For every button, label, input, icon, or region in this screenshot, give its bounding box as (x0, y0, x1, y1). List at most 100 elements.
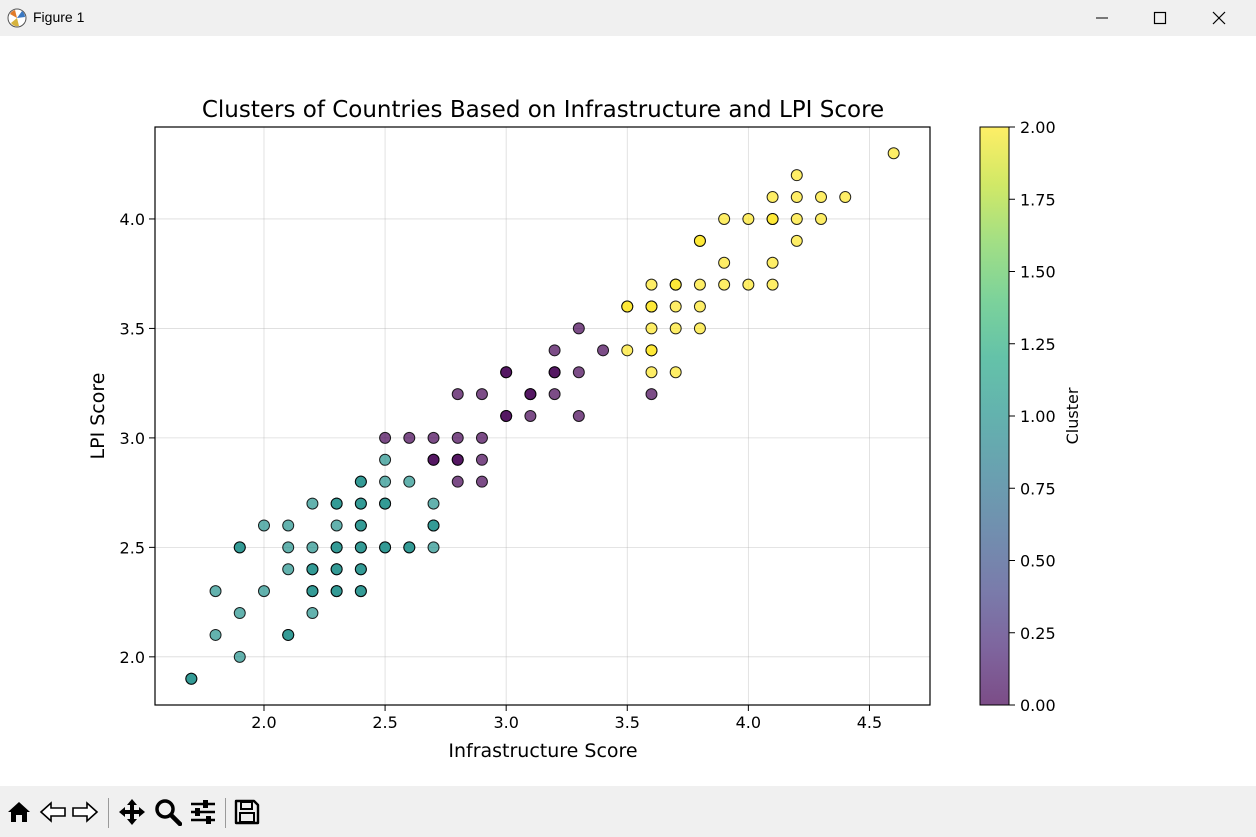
pan-icon (119, 799, 145, 825)
scatter-point (839, 191, 852, 204)
forward-button[interactable] (69, 796, 101, 828)
home-button[interactable] (3, 796, 35, 828)
scatter-point (354, 541, 367, 554)
maximize-button[interactable] (1131, 0, 1189, 36)
scatter-point (790, 191, 803, 204)
colorbar-tick-label: 1.75 (1020, 190, 1056, 209)
x-tick-label: 3.5 (615, 713, 640, 732)
close-button[interactable] (1190, 0, 1248, 36)
y-tick-label: 4.0 (120, 210, 145, 229)
matplotlib-icon (7, 8, 27, 28)
scatter-point (354, 585, 367, 598)
scatter-point (379, 475, 392, 488)
colorbar-tick-label: 1.25 (1020, 335, 1056, 354)
scatter-point (330, 563, 343, 576)
scatter-point (693, 322, 706, 335)
scatter-point (379, 497, 392, 510)
scatter-point (790, 212, 803, 225)
minimize-icon (1096, 17, 1108, 19)
scatter-point (282, 519, 295, 532)
scatter-point (524, 410, 537, 422)
data-points (185, 147, 900, 685)
y-axis-label: LPI Score (87, 373, 109, 460)
pan-button[interactable] (116, 796, 148, 828)
scatter-point (451, 453, 464, 466)
scatter-point (427, 453, 440, 466)
chart-title: Clusters of Countries Based on Infrastru… (202, 97, 884, 123)
window-title: Figure 1 (33, 9, 85, 25)
y-tick-label: 2.5 (120, 538, 145, 557)
scatter-point (209, 585, 222, 598)
scatter-point (766, 256, 779, 269)
toolbar-separator (108, 798, 109, 828)
scatter-point (306, 563, 319, 576)
colorbar (979, 126, 1010, 706)
scatter-point (209, 628, 222, 641)
minimize-button[interactable] (1073, 0, 1131, 36)
colorbar-tick-label: 1.00 (1020, 407, 1056, 426)
scatter-point (282, 563, 295, 576)
scatter-point (693, 234, 706, 247)
forward-icon (72, 801, 99, 823)
y-tick-label: 2.0 (120, 648, 145, 667)
scatter-point (354, 497, 367, 510)
scatter-point (500, 410, 513, 422)
x-axis-label: Infrastructure Score (448, 740, 637, 762)
scatter-chart: Clusters of Countries Based on Infrastru… (87, 97, 1082, 762)
x-tick-label: 4.5 (857, 713, 882, 732)
configure-subplots-button[interactable] (187, 796, 219, 828)
zoom-button[interactable] (152, 796, 184, 828)
x-tick-label: 2.0 (251, 713, 276, 732)
scatter-point (815, 212, 828, 225)
scatter-point (306, 607, 319, 620)
scatter-point (257, 519, 270, 532)
scatter-point (330, 541, 343, 554)
scatter-point (548, 388, 561, 401)
home-icon (8, 802, 30, 822)
scatter-point (257, 585, 270, 598)
save-button[interactable] (231, 796, 263, 828)
colorbar-tick-label: 2.00 (1020, 118, 1056, 137)
scatter-point (306, 497, 319, 510)
scatter-point (282, 541, 295, 554)
back-button[interactable] (37, 796, 69, 828)
scatter-point (645, 322, 658, 335)
scatter-point (475, 475, 488, 488)
y-tick-label: 3.0 (120, 429, 145, 448)
scatter-point (790, 169, 803, 182)
scatter-point (306, 541, 319, 554)
x-axis: 2.0 2.5 3.0 3.5 4.0 4.5 (251, 705, 882, 732)
scatter-point (742, 212, 755, 225)
scatter-point (403, 541, 416, 554)
scatter-point (887, 147, 900, 160)
x-tick-label: 2.5 (372, 713, 397, 732)
zoom-icon (155, 799, 182, 826)
scatter-point (645, 366, 658, 379)
scatter-point (354, 519, 367, 532)
scatter-point (718, 212, 731, 225)
scatter-point (524, 388, 537, 401)
scatter-point (572, 410, 585, 422)
scatter-point (354, 563, 367, 576)
scatter-point (475, 431, 488, 444)
back-icon (39, 801, 66, 823)
scatter-point (330, 497, 343, 510)
scatter-point (330, 585, 343, 598)
scatter-point (354, 475, 367, 488)
close-icon (1212, 11, 1226, 25)
scatter-point (645, 344, 658, 357)
scatter-point (403, 431, 416, 444)
colorbar-tick-label: 0.75 (1020, 479, 1056, 498)
maximize-icon (1153, 11, 1167, 25)
scatter-point (548, 366, 561, 379)
scatter-point (693, 278, 706, 291)
figure-canvas: Clusters of Countries Based on Infrastru… (0, 36, 1256, 786)
scatter-point (669, 366, 682, 379)
scatter-point (451, 388, 464, 401)
scatter-point (427, 519, 440, 532)
scatter-point (693, 300, 706, 313)
scatter-point (185, 672, 198, 685)
scatter-point (572, 322, 585, 335)
scatter-point (233, 650, 246, 663)
scatter-point (621, 300, 634, 313)
